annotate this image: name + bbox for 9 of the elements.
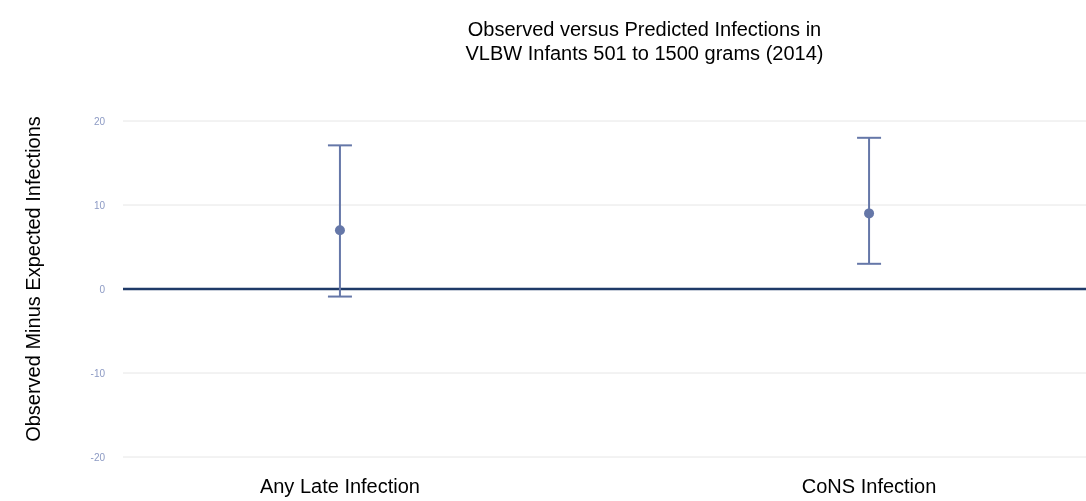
x-tick-label: CoNS Infection — [801, 475, 937, 497]
y-tick-label: 0 — [99, 283, 106, 295]
y-tick-label: -20 — [90, 451, 106, 463]
y-tick-label: 20 — [93, 115, 106, 127]
y-axis-title: Observed Minus Expected Infections — [22, 116, 44, 442]
chart-title: Observed versus Predicted Infections in VLBW Infants 501 to 1500 grams (2014) — [465, 18, 824, 64]
y-tick-label: 10 — [93, 199, 106, 211]
x-tick-label: Any Late Infection — [259, 475, 420, 497]
y-tick-label: -10 — [90, 367, 106, 379]
